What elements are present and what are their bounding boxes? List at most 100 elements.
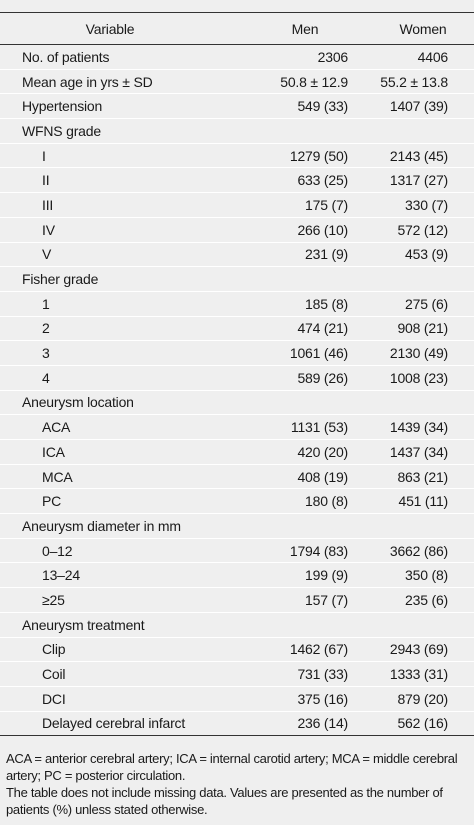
- women-cell: 572 (12): [397, 221, 448, 238]
- row-label: PC: [42, 493, 62, 510]
- men-cell: 50.8 ± 12.9: [280, 73, 348, 90]
- women-cell: 235 (6): [405, 591, 448, 608]
- footnotes: ACA = anterior cerebral artery; ICA = in…: [6, 750, 468, 818]
- table: Variable Men Women No. of patients 2306 44…: [0, 12, 474, 737]
- header-cell: Men: [291, 20, 319, 37]
- women-cell: 453 (9): [405, 246, 448, 263]
- men-cell: 199 (9): [305, 567, 348, 584]
- table-row: V 231 (9) 453 (9): [0, 243, 474, 268]
- women-cell: 275 (6): [405, 295, 448, 312]
- table-row: ICA 420 (20) 1437 (34): [0, 440, 474, 465]
- row-label: 0–12: [42, 542, 73, 559]
- table-row: I 1279 (50) 2143 (45): [0, 144, 474, 169]
- table-row: Coil 731 (33) 1333 (31): [0, 662, 474, 687]
- row-label: III: [42, 196, 54, 213]
- table-row: Clip 1462 (67) 2943 (69): [0, 638, 474, 663]
- row-label: No. of patients: [22, 48, 110, 65]
- women-cell: 1439 (34): [389, 419, 448, 436]
- row-label: ACA: [42, 419, 71, 436]
- row-label: Aneurysm diameter in mm: [22, 517, 181, 534]
- men-cell: 185 (8): [305, 295, 348, 312]
- group-row: Aneurysm location: [0, 391, 474, 416]
- women-cell: 4406: [417, 48, 449, 65]
- row-label: IV: [42, 221, 55, 238]
- row-label: Fisher grade: [22, 271, 99, 288]
- row-label: Mean age in yrs ± SD: [22, 73, 153, 90]
- men-cell: 231 (9): [305, 246, 348, 263]
- table-row: 3 1061 (46) 2130 (49): [0, 341, 474, 366]
- men-cell: 1061 (46): [289, 345, 348, 362]
- table-row: MCA 408 (19) 863 (21): [0, 465, 474, 490]
- men-cell: 157 (7): [305, 591, 348, 608]
- footnote: The table does not include missing data.…: [6, 785, 443, 817]
- group-row: WFNS grade: [0, 119, 474, 144]
- women-cell: 1317 (27): [389, 172, 448, 189]
- header-cell: Variable: [85, 20, 135, 37]
- table-row: Hypertension 549 (33) 1407 (39): [0, 94, 474, 120]
- women-cell: 908 (21): [397, 320, 448, 337]
- row-label: Hypertension: [22, 98, 103, 115]
- men-cell: 180 (8): [305, 493, 348, 510]
- row-label: II: [42, 172, 50, 189]
- men-cell: 633 (25): [297, 172, 348, 189]
- men-cell: 589 (26): [297, 369, 348, 386]
- men-cell: 266 (10): [297, 221, 348, 238]
- row-label: 13–24: [42, 567, 80, 584]
- row-label: I: [42, 147, 46, 164]
- row-label: Delayed cerebral infarct: [42, 715, 186, 732]
- table-header: Variable Men Women: [0, 13, 474, 45]
- row-label: ≥25: [42, 591, 65, 608]
- table-row: Delayed cerebral infarct 236 (14) 562 (16): [0, 712, 474, 737]
- women-cell: 1333 (31): [389, 666, 448, 683]
- table-row: 0–12 1794 (83) 3662 (86): [0, 539, 474, 564]
- table-row: Mean age in yrs ± SD 50.8 ± 12.9 55.2 ± 13…: [0, 70, 474, 95]
- header-cell: Women: [399, 20, 447, 37]
- men-cell: 1131 (53): [290, 419, 348, 436]
- women-cell: 55.2 ± 13.8: [380, 73, 448, 90]
- table-row: PC 180 (8) 451 (11): [0, 489, 474, 515]
- men-cell: 236 (14): [297, 715, 348, 732]
- women-cell: 1407 (39): [389, 98, 448, 115]
- women-cell: 1437 (34): [389, 443, 448, 460]
- row-label: 3: [42, 345, 50, 362]
- women-cell: 350 (8): [405, 567, 448, 584]
- women-cell: 2130 (49): [389, 345, 448, 362]
- table-row: 2 474 (21) 908 (21): [0, 317, 474, 342]
- footnote: ACA = anterior cerebral artery; ICA = in…: [6, 751, 458, 783]
- men-cell: 175 (7): [305, 196, 348, 213]
- row-label: 4: [42, 369, 50, 386]
- men-cell: 731 (33): [297, 666, 348, 683]
- women-cell: 562 (16): [397, 715, 448, 732]
- women-cell: 2943 (69): [389, 641, 448, 658]
- women-cell: 330 (7): [405, 196, 448, 213]
- men-cell: 408 (19): [297, 468, 348, 485]
- women-cell: 1008 (23): [389, 369, 448, 386]
- group-row: Aneurysm diameter in mm: [0, 514, 474, 539]
- row-label: ICA: [42, 443, 65, 460]
- row-label: 2: [42, 320, 50, 337]
- men-cell: 375 (16): [297, 690, 348, 707]
- men-cell: 420 (20): [297, 443, 348, 460]
- row-label: 1: [42, 295, 50, 312]
- table-row: III 175 (7) 330 (7): [0, 193, 474, 218]
- table-row: IV 266 (10) 572 (12): [0, 218, 474, 243]
- men-cell: 2306: [317, 48, 349, 65]
- men-cell: 549 (33): [297, 98, 348, 115]
- women-cell: 879 (20): [397, 690, 448, 707]
- women-cell: 2143 (45): [389, 147, 448, 164]
- row-label: DCI: [42, 690, 66, 707]
- row-label: Aneurysm location: [22, 394, 134, 411]
- men-cell: 474 (21): [297, 320, 348, 337]
- row-label: Aneurysm treatment: [22, 616, 145, 633]
- table-row: DCI 375 (16) 879 (20): [0, 687, 474, 712]
- table-row: ACA 1131 (53) 1439 (34): [0, 415, 474, 440]
- row-label: Coil: [42, 666, 66, 683]
- table-row: II 633 (25) 1317 (27): [0, 168, 474, 194]
- row-label: V: [42, 246, 52, 263]
- row-label: WFNS grade: [22, 122, 101, 139]
- men-cell: 1462 (67): [289, 641, 348, 658]
- group-row: Fisher grade: [0, 267, 474, 292]
- row-label: Clip: [42, 641, 66, 658]
- row-label: MCA: [42, 468, 73, 485]
